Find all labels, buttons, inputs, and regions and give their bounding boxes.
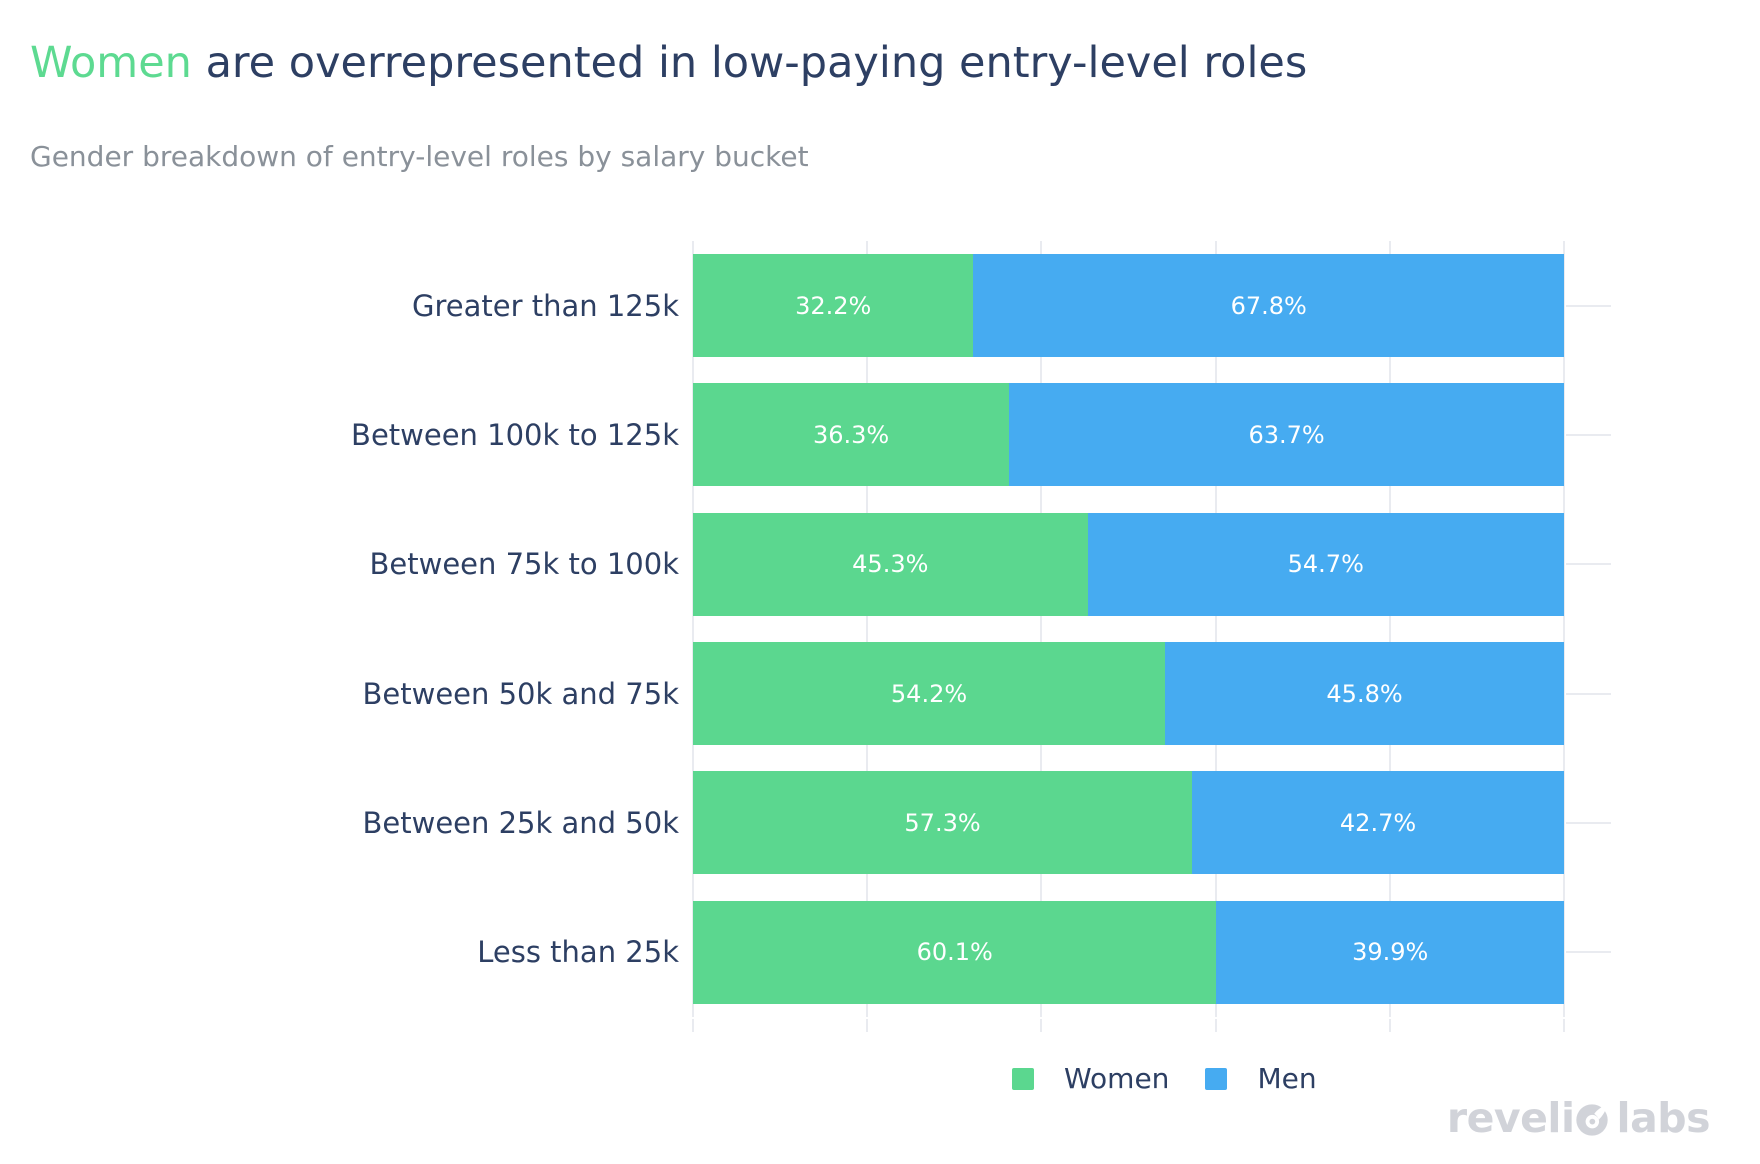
- stacked-bar: 57.3% 42.7%: [693, 771, 1564, 875]
- legend-swatch: [1012, 1067, 1034, 1090]
- bar-segment-women: 57.3%: [693, 771, 1193, 875]
- bar-segment-men: 54.7%: [1087, 512, 1564, 616]
- axis-tick-bottom: [1040, 1019, 1043, 1032]
- bar-row: Between 75k to 100k 45.3% 54.7%: [370, 500, 1611, 629]
- bar-row: Less than 25k 60.1% 39.9%: [477, 888, 1611, 1017]
- bar-row: Between 25k and 50k 57.3% 42.7%: [363, 758, 1611, 887]
- gridline: [1388, 241, 1391, 1017]
- axis-tick-bottom: [866, 1019, 869, 1032]
- branding-text-left: reveli: [1446, 1094, 1575, 1142]
- bar-segment-men: 42.7%: [1192, 771, 1564, 875]
- axis-tick-bottom: [1563, 1019, 1565, 1032]
- bar-value-label: 45.8%: [1326, 679, 1403, 708]
- bar-value-label: 32.2%: [795, 291, 872, 320]
- bar-value-label: 36.3%: [812, 420, 890, 449]
- legend-item-women: Women: [1012, 1062, 1169, 1095]
- bar-row: Greater than 125k 32.2% 67.8%: [412, 241, 1611, 370]
- chart-title-rest: are overrepresented in low-paying entry-…: [191, 38, 1308, 88]
- chart-subtitle: Gender breakdown of entry-level roles by…: [30, 140, 809, 173]
- category-label: Greater than 125k: [412, 288, 679, 323]
- category-label: Less than 25k: [477, 935, 679, 970]
- gridline: [1214, 241, 1217, 1017]
- bar-value-label: 63.7%: [1248, 420, 1325, 449]
- axis-tick-right: [1566, 563, 1611, 566]
- bar-segment-men: 39.9%: [1216, 900, 1564, 1004]
- axis-tick-right: [1566, 692, 1611, 695]
- bar-segment-women: 60.1%: [693, 900, 1217, 1004]
- stacked-bar: 36.3% 63.7%: [693, 383, 1564, 487]
- bar-segment-men: 45.8%: [1165, 642, 1564, 746]
- bar-value-label: 42.7%: [1339, 808, 1417, 837]
- axis-tick-bottom: [692, 1019, 694, 1032]
- legend-item-men: Men: [1205, 1062, 1317, 1095]
- category-label: Between 100k to 125k: [351, 417, 679, 452]
- stacked-bar: 60.1% 39.9%: [693, 900, 1564, 1004]
- bar-value-label: 54.7%: [1287, 550, 1364, 579]
- branding-wordmark: reveli labs: [1446, 1094, 1711, 1142]
- chart-title: Women are overrepresented in low-paying …: [30, 38, 1308, 88]
- bar-value-label: 54.2%: [890, 679, 968, 708]
- gridline: [1040, 241, 1043, 1017]
- bar-segment-men: 63.7%: [1009, 383, 1564, 487]
- axis-tick-right: [1566, 821, 1611, 824]
- axis-tick-right: [1566, 951, 1611, 954]
- bar-value-label: 45.3%: [852, 550, 929, 579]
- plot-area: Greater than 125k 32.2% 67.8% Between 100k …: [351, 241, 1611, 1032]
- axis-tick-bottom: [1388, 1019, 1391, 1032]
- stacked-bar: 54.2% 45.8%: [693, 642, 1564, 746]
- legend-label: Women: [1064, 1062, 1170, 1095]
- bar-segment-women: 32.2%: [693, 254, 974, 358]
- legend-swatch: [1205, 1067, 1228, 1090]
- gridline: [1563, 241, 1565, 1017]
- bar-value-label: 67.8%: [1230, 291, 1307, 320]
- bar-value-label: 39.9%: [1352, 938, 1429, 967]
- bar-segment-men: 67.8%: [973, 254, 1564, 358]
- bar-value-label: 60.1%: [916, 938, 993, 967]
- axis-tick-right: [1566, 433, 1611, 436]
- bar-value-label: 57.3%: [904, 808, 981, 837]
- bar-row: Between 50k and 75k 54.2% 45.8%: [363, 629, 1611, 758]
- chart-title-highlight: Women: [30, 38, 192, 88]
- revelio-drop-icon: [1575, 1103, 1608, 1136]
- gridline: [866, 241, 869, 1017]
- legend-label: Men: [1257, 1062, 1317, 1095]
- category-label: Between 50k and 75k: [362, 676, 680, 711]
- stacked-bar: 45.3% 54.7%: [693, 512, 1564, 616]
- axis-tick-bottom: [1214, 1019, 1217, 1032]
- category-label: Between 25k and 50k: [362, 805, 680, 840]
- bar-segment-women: 54.2%: [693, 642, 1166, 746]
- category-label: Between 75k to 100k: [369, 547, 680, 582]
- stacked-bar: 32.2% 67.8%: [693, 254, 1564, 358]
- bar-segment-women: 36.3%: [693, 383, 1010, 487]
- bar-row: Between 100k to 125k 36.3% 63.7%: [351, 370, 1611, 499]
- branding-text-right: labs: [1616, 1094, 1711, 1142]
- axis-tick-right: [1566, 304, 1611, 307]
- gridline: [692, 241, 694, 1017]
- bar-segment-women: 45.3%: [693, 512, 1088, 616]
- legend: Women Men: [1012, 1062, 1317, 1095]
